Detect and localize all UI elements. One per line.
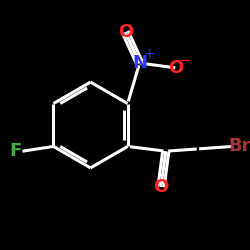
Text: O: O	[154, 178, 169, 196]
Text: +: +	[143, 46, 155, 60]
Text: Br: Br	[228, 138, 250, 156]
Text: F: F	[9, 142, 22, 160]
Text: −: −	[178, 53, 191, 68]
Text: O: O	[118, 23, 133, 41]
Text: O: O	[168, 59, 183, 77]
Text: N: N	[132, 54, 147, 72]
